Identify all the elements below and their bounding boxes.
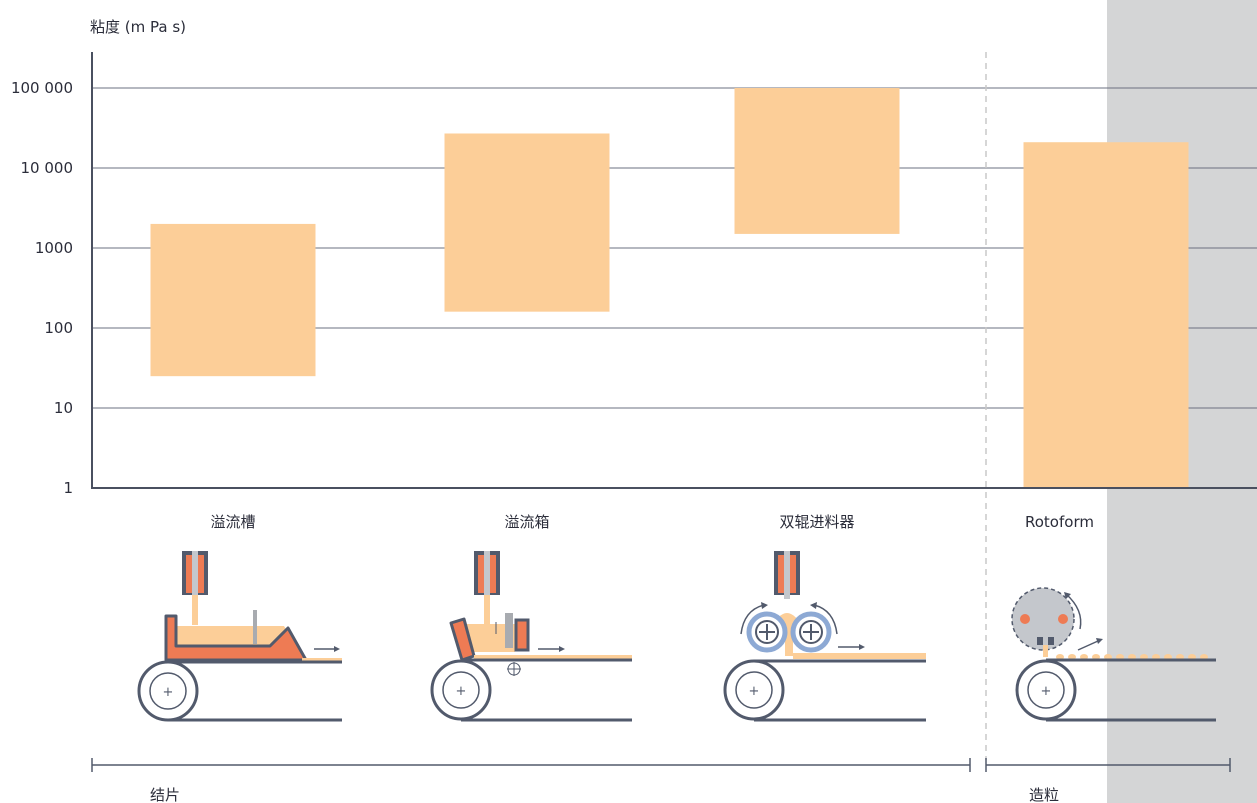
y-tick-label: 1 [63, 479, 73, 497]
rotoform-icon: + [1011, 587, 1216, 722]
svg-text:+: + [1041, 684, 1052, 699]
group-label-flaking: 结片 [150, 786, 180, 803]
double-roll-feeder-icon: + [723, 551, 926, 722]
range-bar [734, 88, 900, 234]
y-axis-title: 粘度 (m Pa s) [90, 18, 186, 36]
group-bracket-pastillation [985, 758, 1231, 772]
category-label: 溢流槽 [210, 513, 255, 531]
overflow-box-icon: + [430, 551, 632, 722]
category-label: 溢流箱 [504, 513, 549, 531]
svg-text:+: + [456, 684, 467, 699]
group-label-pastillation: 造粒 [1029, 786, 1059, 803]
range-bar [150, 223, 316, 377]
range-bar [444, 133, 610, 312]
svg-text:+: + [163, 685, 174, 700]
group-bracket-flaking [91, 758, 971, 772]
range-bar [1023, 142, 1189, 488]
y-tick-label: 1000 [35, 239, 73, 257]
y-tick-label: 10 [54, 399, 73, 417]
y-tick-labels: 100 000 10 000 1000 100 10 1 [11, 79, 73, 497]
y-tick-label: 100 [44, 319, 73, 337]
y-tick-label: 10 000 [21, 159, 74, 177]
y-tick-label: 100 000 [11, 79, 73, 97]
overflow-trough-icon: + [137, 551, 342, 722]
category-labels: 溢流槽 溢流箱 双辊进料器 Rotoform [210, 513, 1093, 531]
category-label: Rotoform [1025, 513, 1094, 531]
bar-layer [150, 88, 1189, 488]
svg-text:+: + [749, 684, 760, 699]
category-label: 双辊进料器 [779, 513, 854, 531]
